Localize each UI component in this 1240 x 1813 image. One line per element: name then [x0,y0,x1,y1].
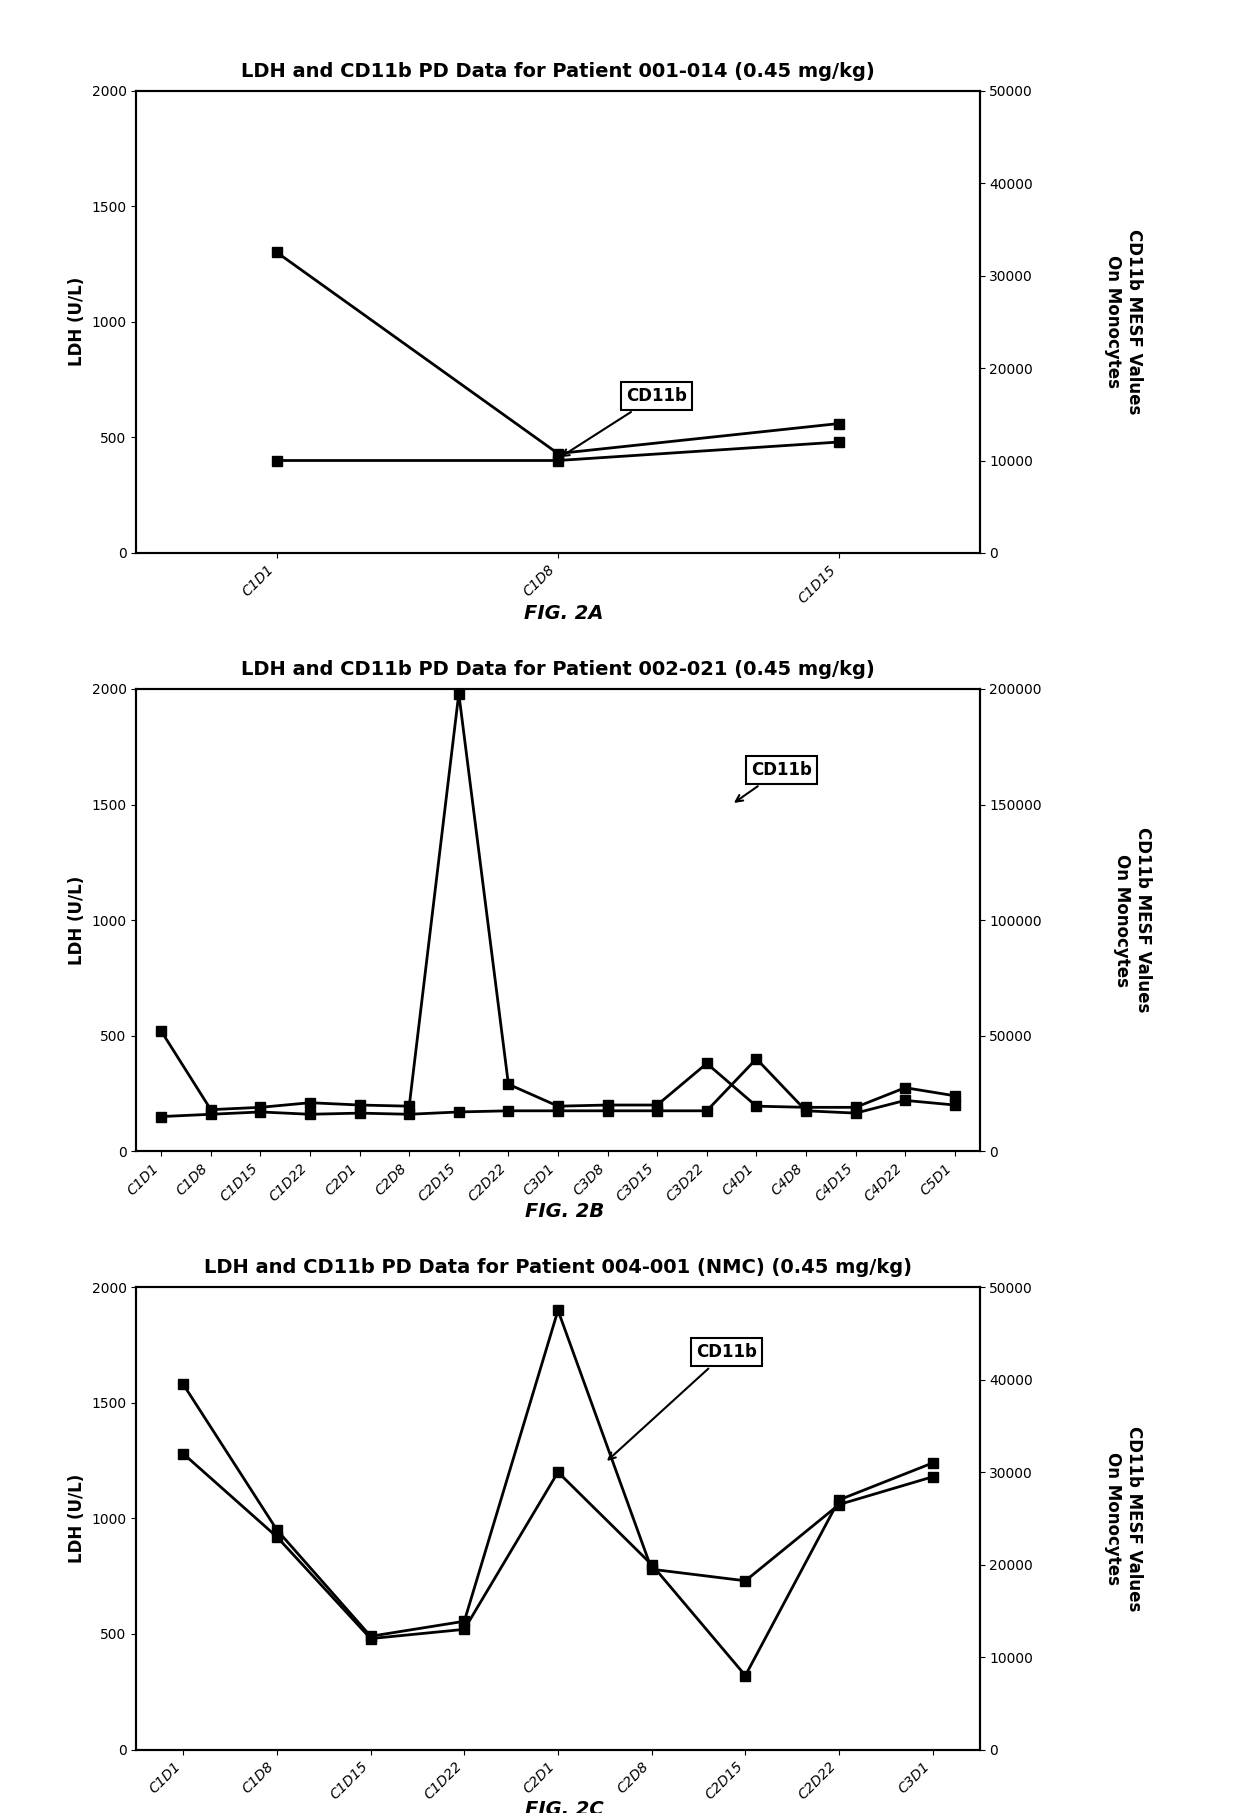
Title: LDH and CD11b PD Data for Patient 002-021 (0.45 mg/kg): LDH and CD11b PD Data for Patient 002-02… [241,660,875,680]
Text: CD11b: CD11b [609,1343,758,1459]
Text: FIG. 2B: FIG. 2B [525,1202,604,1220]
Y-axis label: LDH (U/L): LDH (U/L) [68,277,86,366]
Title: LDH and CD11b PD Data for Patient 004-001 (NMC) (0.45 mg/kg): LDH and CD11b PD Data for Patient 004-00… [205,1258,911,1278]
Text: CD11b: CD11b [735,761,812,801]
Text: FIG. 2A: FIG. 2A [525,604,604,622]
Y-axis label: CD11b MESF Values
On Monocytes: CD11b MESF Values On Monocytes [1104,1425,1143,1612]
Y-axis label: CD11b MESF Values
On Monocytes: CD11b MESF Values On Monocytes [1104,228,1143,415]
Title: LDH and CD11b PD Data for Patient 001-014 (0.45 mg/kg): LDH and CD11b PD Data for Patient 001-01… [241,62,875,82]
Y-axis label: LDH (U/L): LDH (U/L) [68,1474,86,1563]
Y-axis label: CD11b MESF Values
On Monocytes: CD11b MESF Values On Monocytes [1112,827,1152,1013]
Text: FIG. 2C: FIG. 2C [525,1800,604,1813]
Text: CD11b: CD11b [562,386,687,455]
Y-axis label: LDH (U/L): LDH (U/L) [68,876,86,965]
